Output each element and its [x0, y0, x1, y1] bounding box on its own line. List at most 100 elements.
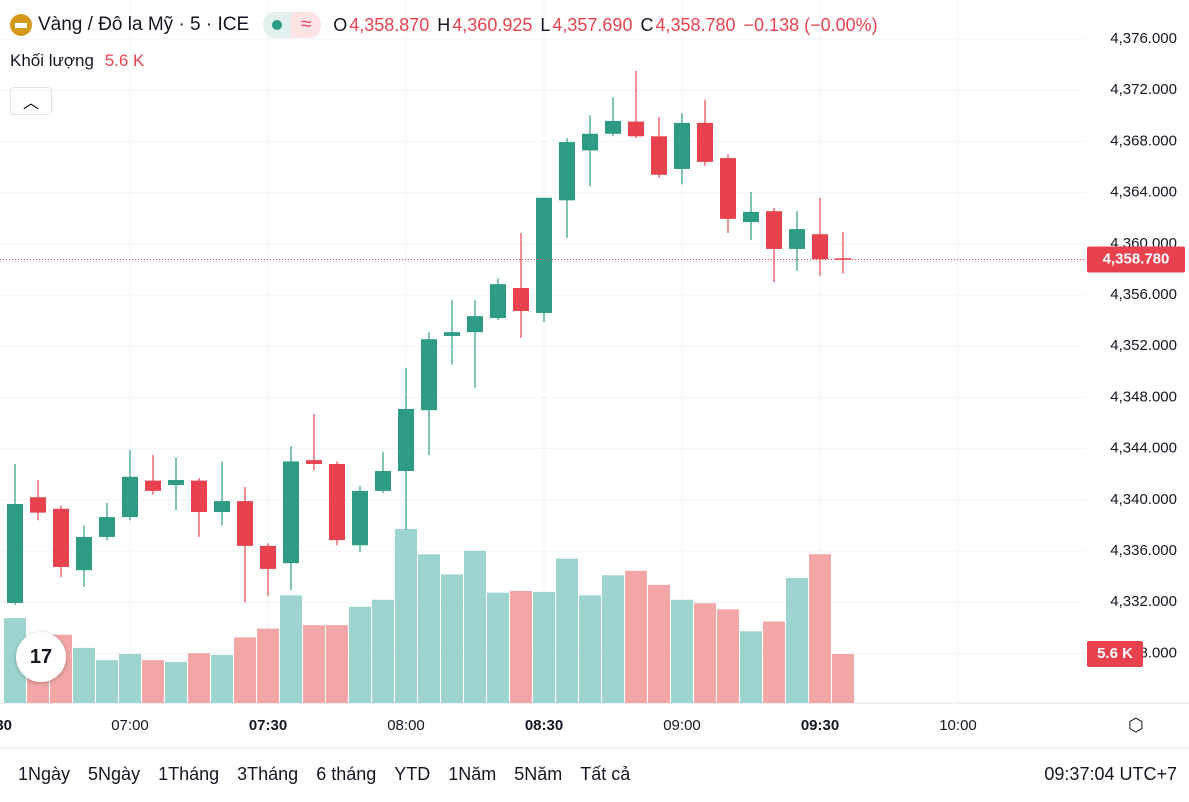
y-tick-label: 4,356.000 — [1110, 286, 1177, 303]
volume-bar — [418, 554, 440, 703]
last-price-label: 4,358.780 — [1103, 250, 1170, 267]
l-label: L — [540, 14, 551, 35]
symbol[interactable]: Vàng / Đô la Mỹ · 5 · ICE — [38, 14, 250, 35]
volume-bar — [740, 631, 762, 703]
range-button[interactable]: YTD — [394, 764, 431, 784]
x-tick-label: 08:30 — [525, 717, 563, 734]
x-tick-label: 30 — [0, 717, 12, 734]
candle-body — [306, 460, 322, 464]
candle-body — [329, 463, 345, 541]
c-label: C — [640, 14, 654, 35]
candle-body — [605, 120, 621, 134]
volume-bar — [487, 592, 509, 703]
x-tick-label: 07:30 — [249, 717, 287, 734]
candle-body — [582, 133, 598, 151]
y-tick-label: 4,336.000 — [1110, 542, 1177, 559]
volume-bar — [142, 660, 164, 703]
candle-body — [53, 508, 69, 568]
candle-body — [421, 339, 437, 411]
volume-bar — [625, 570, 647, 703]
candle-body — [122, 476, 138, 518]
volume-bar — [602, 575, 624, 703]
range-button[interactable]: 1Tháng — [158, 764, 220, 784]
collapse-button[interactable]: ︿ — [10, 87, 52, 115]
candle-body — [743, 211, 759, 223]
candle-body — [536, 197, 552, 313]
volume-bar — [671, 599, 693, 703]
volume-bar — [303, 625, 325, 703]
volume-value: 5.6 K — [104, 51, 145, 70]
volume-bar — [188, 653, 210, 703]
candle-body — [237, 501, 253, 546]
candle-body — [76, 536, 92, 571]
range-button[interactable]: 5Ngày — [88, 764, 141, 784]
candle-body — [490, 284, 506, 319]
candle-body — [398, 408, 414, 472]
volume-bar — [211, 654, 233, 703]
candle-body — [260, 545, 276, 569]
candle-body — [168, 479, 184, 486]
candle-body — [628, 121, 644, 137]
x-tick-label: 07:00 — [111, 717, 149, 734]
candle-body — [145, 480, 161, 491]
volume-bar — [763, 621, 785, 703]
x-tick-label: 08:00 — [387, 717, 425, 734]
volume-bar — [464, 550, 486, 703]
volume-label: Khối lượng — [10, 51, 94, 70]
candle-body — [674, 122, 690, 169]
volume-bar — [257, 628, 279, 703]
y-tick-label: 4,340.000 — [1110, 491, 1177, 508]
volume-bar — [648, 584, 670, 703]
volume-bar — [165, 661, 187, 703]
volume-bar — [395, 528, 417, 703]
volume-bar — [119, 654, 141, 703]
candle-body — [559, 142, 575, 201]
volume-bar — [372, 599, 394, 703]
volume-bar — [832, 654, 854, 703]
volume-bar — [326, 625, 348, 703]
change: −0.138 (−0.00%) — [743, 14, 878, 35]
tv-logo[interactable]: 17 — [16, 632, 66, 682]
volume-legend: Khối lượng 5.6 K — [10, 51, 144, 71]
range-button[interactable]: 3Tháng — [237, 764, 299, 784]
volume-bar — [73, 647, 95, 703]
y-tick-label: 4,348.000 — [1110, 388, 1177, 405]
y-tick-label: 4,368.000 — [1110, 132, 1177, 149]
open: 4,358.870 — [349, 14, 430, 35]
h-label: H — [437, 14, 451, 35]
volume-bar — [234, 637, 256, 703]
volume-bar — [533, 591, 555, 703]
volume-bar — [441, 574, 463, 703]
close: 4,358.780 — [655, 14, 736, 35]
volume-bar — [694, 603, 716, 703]
candle-body — [283, 461, 299, 564]
volume-bar — [579, 595, 601, 703]
candle-body — [789, 229, 805, 249]
legend: Vàng / Đô la Mỹ · 5 · ICE ≈ O 4,358.870 H… — [10, 12, 878, 38]
range-button[interactable]: Tất cả — [580, 764, 631, 784]
range-bar: 1Ngày 5Ngày 1Tháng 3Tháng 6 tháng YTD 1Năm 5Năm… — [18, 764, 648, 785]
candle-body — [191, 480, 207, 512]
range-button[interactable]: 5Năm — [514, 764, 563, 784]
candle-body — [467, 316, 483, 333]
volume-bar — [280, 595, 302, 703]
status-pill[interactable]: ≈ — [263, 12, 322, 38]
candle-body — [697, 122, 713, 162]
range-button[interactable]: 6 tháng — [316, 764, 377, 784]
settings-button[interactable]: ⬡ — [1128, 715, 1144, 735]
candle-body — [375, 471, 391, 491]
range-button[interactable]: 1Năm — [448, 764, 497, 784]
low: 4,357.690 — [552, 14, 633, 35]
symbol-icon — [10, 14, 32, 36]
o-label: O — [333, 14, 348, 35]
candle-body — [720, 158, 736, 219]
y-tick-label: 4,372.000 — [1110, 81, 1177, 98]
y-tick-label: 4,332.000 — [1110, 593, 1177, 610]
clock: 09:37:04 UTC+7 — [1044, 764, 1177, 784]
last-price-badge — [1087, 246, 1185, 273]
range-button[interactable]: 1Ngày — [18, 764, 71, 784]
y-tick-label: 4,352.000 — [1110, 337, 1177, 354]
volume-bar — [96, 660, 118, 703]
